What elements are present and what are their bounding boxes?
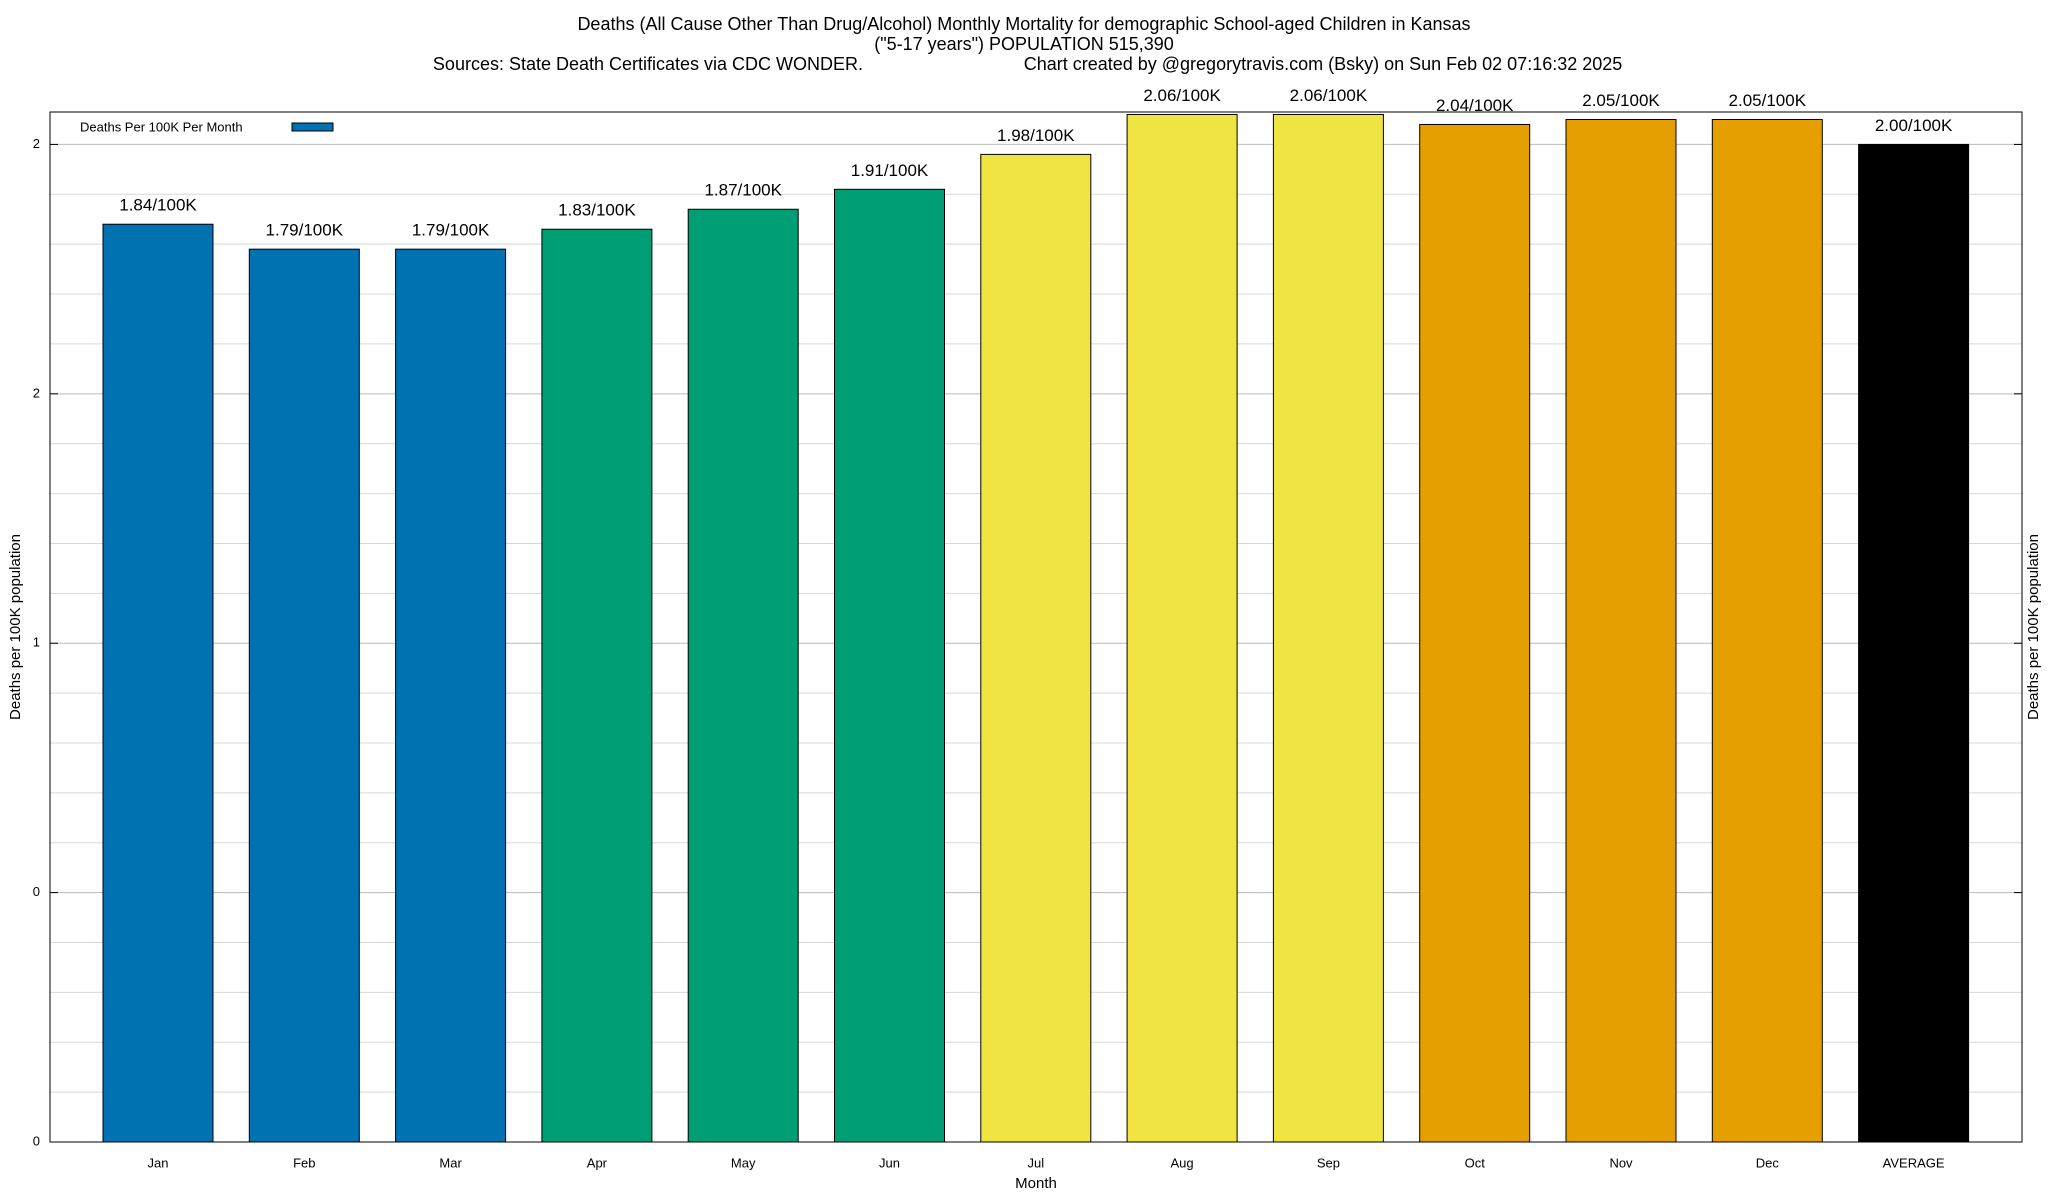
x-tick-label: Sep (1317, 1155, 1340, 1170)
x-tick-label: May (731, 1155, 756, 1170)
x-tick-label: Nov (1609, 1155, 1633, 1170)
y-tick-label: 2 (33, 136, 40, 151)
value-label: 1.79/100K (266, 221, 344, 240)
bar (248, 248, 360, 1143)
bar (541, 228, 653, 1143)
value-label: 2.04/100K (1436, 96, 1514, 115)
y2-axis-label: Deaths per 100K population (2025, 534, 2042, 720)
legend-label: Deaths Per 100K Per Month (80, 119, 243, 134)
x-tick-label: Feb (293, 1155, 315, 1170)
bar (1126, 113, 1238, 1143)
value-label: 1.87/100K (704, 181, 782, 200)
y-tick-label: 2 (33, 385, 40, 400)
bar (102, 223, 214, 1143)
y-tick-label: 0 (33, 1133, 40, 1148)
bar (687, 208, 799, 1143)
bar (1419, 123, 1531, 1143)
chart-subtitle: ("5-17 years") POPULATION 515,390 (874, 34, 1174, 54)
value-label: 1.84/100K (119, 196, 197, 215)
x-tick-label: Dec (1756, 1155, 1780, 1170)
legend-swatch (291, 122, 334, 132)
chart-source: Sources: State Death Certificates via CD… (433, 54, 863, 74)
chart-title: Deaths (All Cause Other Than Drug/Alcoho… (577, 14, 1470, 34)
value-label: 2.05/100K (1729, 91, 1807, 110)
y-tick-label: 0 (33, 884, 40, 899)
y-tick-label: 1 (33, 635, 40, 650)
x-tick-label: Apr (587, 1155, 608, 1170)
value-label: 2.06/100K (1290, 86, 1368, 105)
bar (395, 248, 507, 1143)
bar (1565, 118, 1677, 1143)
value-label: 2.00/100K (1875, 116, 1953, 135)
value-label: 1.79/100K (412, 221, 490, 240)
y-axis-label: Deaths per 100K population (7, 534, 24, 720)
bar (980, 153, 1092, 1143)
bar (834, 188, 945, 1143)
x-tick-label: Mar (439, 1155, 462, 1170)
x-axis-label: Month (1015, 1175, 1057, 1192)
value-label: 1.83/100K (558, 201, 636, 220)
value-label: 1.91/100K (851, 161, 929, 180)
x-tick-label: Jul (1027, 1155, 1044, 1170)
x-tick-label: Aug (1171, 1155, 1194, 1170)
bar (1858, 143, 1970, 1143)
value-label: 2.06/100K (1143, 86, 1221, 105)
value-label: 1.98/100K (997, 126, 1075, 145)
value-label: 2.05/100K (1582, 91, 1660, 110)
x-tick-label: Oct (1465, 1155, 1486, 1170)
bar (1711, 118, 1823, 1143)
bar (1272, 113, 1384, 1143)
x-tick-label: AVERAGE (1883, 1155, 1945, 1170)
x-tick-label: Jun (879, 1155, 900, 1170)
x-tick-label: Jan (148, 1155, 169, 1170)
chart-credit: Chart created by @gregorytravis.com (Bsk… (1024, 54, 1623, 74)
